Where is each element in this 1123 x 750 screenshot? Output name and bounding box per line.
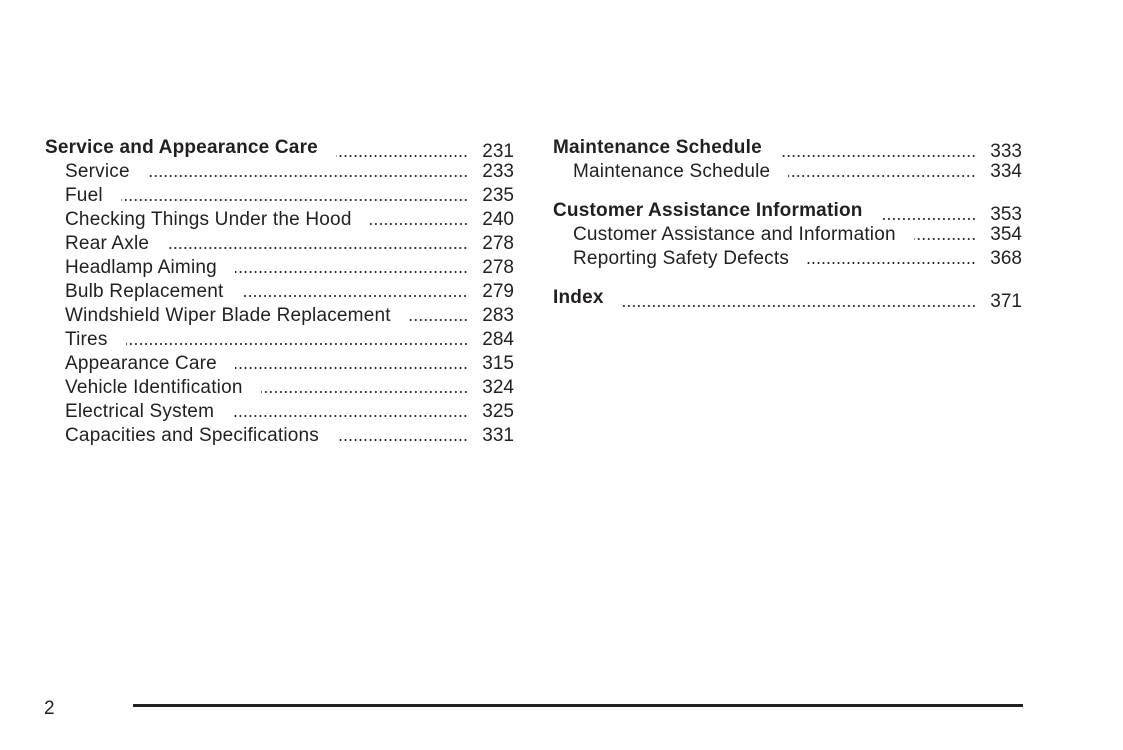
dot-leader: [337, 438, 468, 442]
toc-title: Service: [65, 161, 130, 182]
toc-page: 334: [990, 161, 1022, 182]
dot-leader: [807, 261, 976, 265]
toc-page: 233: [482, 161, 514, 182]
dot-leader: [369, 222, 468, 226]
toc-entry-rear-axle[interactable]: Rear Axle 278: [45, 232, 514, 256]
toc-title: Service and Appearance Care: [45, 137, 318, 158]
toc-title: Capacities and Specifications: [65, 425, 319, 446]
toc-heading-service-and-appearance-care[interactable]: Service and Appearance Care 231: [45, 133, 514, 162]
toc-title: Reporting Safety Defects: [573, 248, 790, 269]
toc-entry-checking-things-under-the-hood[interactable]: Checking Things Under the Hood 240: [45, 208, 514, 232]
dot-leader: [234, 270, 468, 274]
toc-entry-fuel[interactable]: Fuel 235: [45, 184, 514, 208]
toc-entry-capacities-and-specifications[interactable]: Capacities and Specifications 331: [45, 424, 514, 448]
toc-page: 333: [990, 141, 1022, 162]
toc-right-column: Maintenance Schedule 333 Maintenance Sched…: [553, 133, 1022, 312]
toc-title: Electrical System: [65, 401, 215, 422]
toc-title: Maintenance Schedule: [553, 137, 762, 158]
toc-entry-service[interactable]: Service 233: [45, 160, 514, 184]
toc-entry-electrical-system[interactable]: Electrical System 325: [45, 400, 514, 424]
toc-heading-maintenance-schedule[interactable]: Maintenance Schedule 333: [553, 133, 1022, 162]
dot-leader: [120, 198, 468, 202]
toc-page: 278: [482, 233, 514, 254]
toc-title: Appearance Care: [65, 353, 217, 374]
toc-page: 368: [990, 248, 1022, 269]
toc-title: Checking Things Under the Hood: [65, 209, 352, 230]
toc-page: 283: [482, 305, 514, 326]
dot-leader: [260, 390, 468, 394]
toc-page: 284: [482, 329, 514, 350]
toc-page: 354: [990, 224, 1022, 245]
dot-leader: [232, 414, 468, 418]
toc-page: 279: [482, 281, 514, 302]
toc-title: Vehicle Identification: [65, 377, 243, 398]
toc-entry-customer-assistance-and-information[interactable]: Customer Assistance and Information 354: [553, 223, 1022, 247]
page-number: 2: [44, 698, 55, 719]
toc-entry-maintenance-schedule[interactable]: Maintenance Schedule 334: [553, 160, 1022, 184]
toc-heading-index[interactable]: Index 371: [553, 283, 1022, 312]
dot-leader: [234, 366, 468, 370]
dot-leader: [913, 237, 976, 241]
toc-title: Headlamp Aiming: [65, 257, 217, 278]
toc-page: 325: [482, 401, 514, 422]
toc-page: 353: [990, 204, 1022, 225]
toc-title: Fuel: [65, 185, 103, 206]
toc-page: 231: [482, 141, 514, 162]
toc-page: 371: [990, 291, 1022, 312]
dot-leader: [241, 294, 468, 298]
dot-leader: [621, 304, 976, 308]
toc-page: 315: [482, 353, 514, 374]
toc-title: Customer Assistance Information: [553, 200, 863, 221]
toc-entry-vehicle-identification[interactable]: Vehicle Identification 324: [45, 376, 514, 400]
dot-leader: [125, 342, 468, 346]
toc-page: 235: [482, 185, 514, 206]
toc-page: 278: [482, 257, 514, 278]
toc-heading-customer-assistance-information[interactable]: Customer Assistance Information 353: [553, 196, 1022, 225]
toc-page: 331: [482, 425, 514, 446]
toc-title: Bulb Replacement: [65, 281, 224, 302]
toc-entry-reporting-safety-defects[interactable]: Reporting Safety Defects 368: [553, 247, 1022, 271]
footer-rule: [133, 704, 1023, 707]
toc-title: Rear Axle: [65, 233, 150, 254]
toc-entry-bulb-replacement[interactable]: Bulb Replacement 279: [45, 280, 514, 304]
toc-page: 240: [482, 209, 514, 230]
toc-title: Index: [553, 287, 604, 308]
dot-leader: [880, 217, 976, 221]
toc-entry-windshield-wiper-blade-replacement[interactable]: Windshield Wiper Blade Replacement 283: [45, 304, 514, 328]
toc-title: Customer Assistance and Information: [573, 224, 896, 245]
dot-leader: [408, 318, 468, 322]
toc-left-column: Service and Appearance Care 231 Service 2…: [45, 133, 514, 448]
toc-entry-headlamp-aiming[interactable]: Headlamp Aiming 278: [45, 256, 514, 280]
dot-leader: [147, 174, 468, 178]
dot-leader: [779, 154, 976, 158]
toc-title: Maintenance Schedule: [573, 161, 771, 182]
dot-leader: [335, 154, 468, 158]
toc-title: Tires: [65, 329, 108, 350]
toc-page: 324: [482, 377, 514, 398]
toc-entry-appearance-care[interactable]: Appearance Care 315: [45, 352, 514, 376]
toc-title: Windshield Wiper Blade Replacement: [65, 305, 391, 326]
dot-leader: [788, 174, 976, 178]
dot-leader: [167, 246, 468, 250]
toc-entry-tires[interactable]: Tires 284: [45, 328, 514, 352]
